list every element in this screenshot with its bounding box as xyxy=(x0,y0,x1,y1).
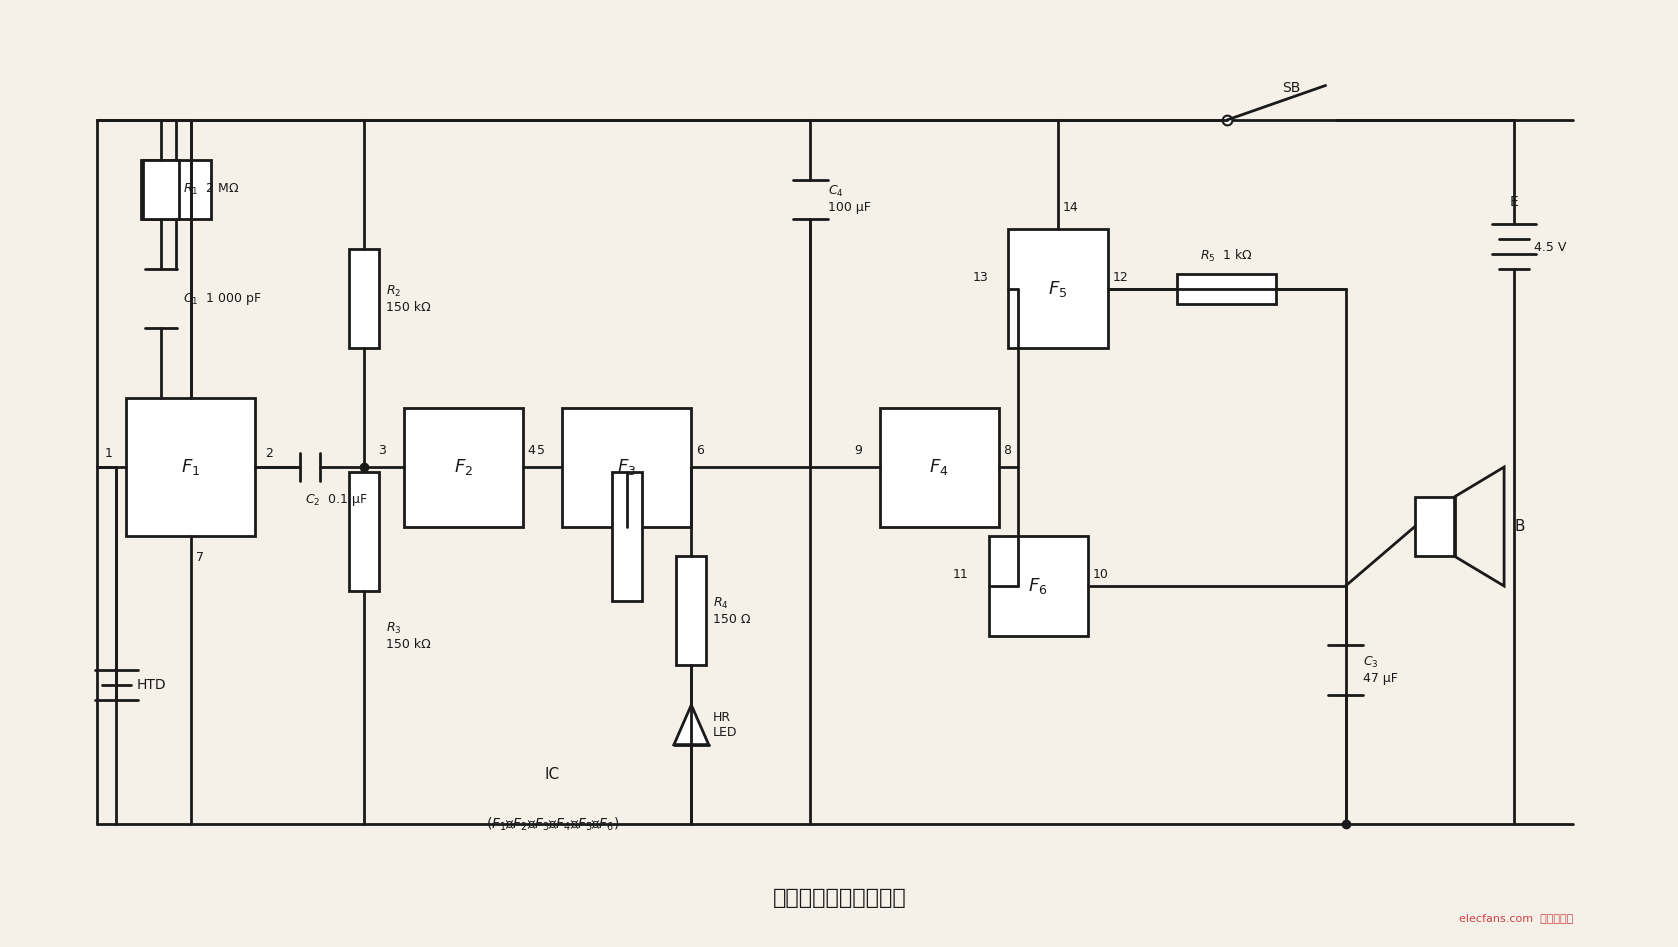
Bar xyxy=(676,556,706,666)
Text: $F_2$: $F_2$ xyxy=(453,457,473,477)
Text: $F_6$: $F_6$ xyxy=(1029,576,1049,596)
Text: B: B xyxy=(1514,519,1525,534)
Text: 4.5 V: 4.5 V xyxy=(1534,241,1566,254)
Text: $(F_1、F_2、F_3、F_4、F_5、F_6)$: $(F_1、F_2、F_3、F_4、F_5、F_6)$ xyxy=(485,815,619,832)
Text: $C_2$  0.1 μF: $C_2$ 0.1 μF xyxy=(305,491,367,508)
Bar xyxy=(612,472,641,600)
Text: 11: 11 xyxy=(953,568,968,581)
Text: elecfans.com  电子发烧友: elecfans.com 电子发烧友 xyxy=(1460,913,1574,923)
Text: 3: 3 xyxy=(378,444,386,457)
Bar xyxy=(143,160,180,220)
Text: HTD: HTD xyxy=(136,678,166,692)
Text: $R_1$  2 MΩ: $R_1$ 2 MΩ xyxy=(183,182,240,197)
Bar xyxy=(1415,497,1455,556)
Text: $C_3$
47 μF: $C_3$ 47 μF xyxy=(1363,655,1398,686)
Text: 声光显示的听诊器电路: 声光显示的听诊器电路 xyxy=(774,888,906,908)
Text: $R_5$  1 kΩ: $R_5$ 1 kΩ xyxy=(1200,248,1253,264)
Text: 12: 12 xyxy=(1113,271,1128,284)
Text: $R_4$
150 Ω: $R_4$ 150 Ω xyxy=(713,596,750,626)
Text: HR
LED: HR LED xyxy=(713,711,738,739)
Bar xyxy=(349,249,379,348)
Text: 2: 2 xyxy=(265,447,274,460)
Text: $C_4$
100 μF: $C_4$ 100 μF xyxy=(829,185,871,214)
Text: $F_5$: $F_5$ xyxy=(1049,278,1067,298)
Text: 14: 14 xyxy=(1062,202,1079,214)
Text: 1: 1 xyxy=(104,447,112,460)
Text: 4: 4 xyxy=(529,444,535,457)
Text: 10: 10 xyxy=(1092,568,1109,581)
Text: $R_3$
150 kΩ: $R_3$ 150 kΩ xyxy=(386,620,431,651)
Text: 6: 6 xyxy=(696,444,705,457)
Bar xyxy=(879,407,998,527)
Text: $F_4$: $F_4$ xyxy=(930,457,950,477)
Text: IC: IC xyxy=(545,767,560,782)
Bar xyxy=(404,407,524,527)
Bar xyxy=(562,407,691,527)
Bar xyxy=(141,160,210,220)
Text: $F_1$: $F_1$ xyxy=(181,457,200,477)
Bar xyxy=(126,398,255,536)
Text: 13: 13 xyxy=(973,271,988,284)
Text: $C_1$  1 000 pF: $C_1$ 1 000 pF xyxy=(183,291,262,307)
Bar xyxy=(988,536,1087,635)
Text: 8: 8 xyxy=(1003,444,1012,457)
Text: $F_3$: $F_3$ xyxy=(618,457,636,477)
Polygon shape xyxy=(675,705,708,744)
Text: 9: 9 xyxy=(854,444,862,457)
Bar xyxy=(1008,229,1107,348)
Text: SB: SB xyxy=(1282,81,1300,96)
Text: 7: 7 xyxy=(196,551,203,564)
Text: $R_2$
150 kΩ: $R_2$ 150 kΩ xyxy=(386,283,431,313)
Bar xyxy=(349,472,379,591)
Text: 5: 5 xyxy=(537,444,545,457)
Bar xyxy=(1176,274,1277,303)
Text: E: E xyxy=(1510,195,1519,209)
